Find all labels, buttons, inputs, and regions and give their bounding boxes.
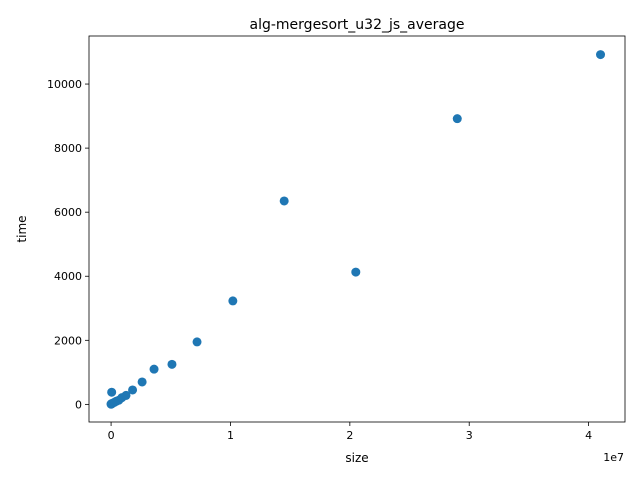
axes-frame	[88, 35, 626, 423]
x-tick-label: 0	[108, 429, 115, 442]
data-point	[149, 364, 159, 374]
x-tick-label: 3	[466, 429, 473, 442]
y-tick-label: 2000	[54, 334, 82, 347]
y-tick-label: 4000	[54, 270, 82, 283]
data-point	[452, 114, 462, 124]
data-point	[137, 377, 147, 387]
data-point	[128, 385, 138, 395]
data-point	[596, 50, 606, 60]
x-axis-offset-label: 1e7	[603, 451, 624, 464]
x-axis-label: size	[345, 451, 368, 465]
y-tick-label: 10000	[47, 78, 82, 91]
data-point	[167, 359, 177, 369]
y-tick-label: 8000	[54, 142, 82, 155]
data-point	[107, 387, 117, 397]
y-axis: 0 2000 4000 6000 8000 10000	[47, 78, 89, 411]
data-points	[106, 50, 606, 409]
plot-area: 0 1 2 3 4 0 2000 4000 6000 8000 10000	[47, 35, 626, 442]
chart-title: alg-mergesort_u32_js_average	[250, 17, 465, 33]
data-point	[121, 390, 131, 400]
data-point	[279, 196, 289, 206]
x-tick-label: 2	[346, 429, 353, 442]
data-point	[228, 296, 238, 306]
y-tick-label: 6000	[54, 206, 82, 219]
data-point	[351, 267, 361, 277]
x-tick-label: 1	[227, 429, 234, 442]
y-tick-label: 0	[75, 398, 82, 411]
x-tick-label: 4	[585, 429, 592, 442]
y-axis-label: time	[15, 215, 29, 242]
x-axis: 0 1 2 3 4	[108, 422, 592, 442]
data-point	[192, 337, 202, 347]
